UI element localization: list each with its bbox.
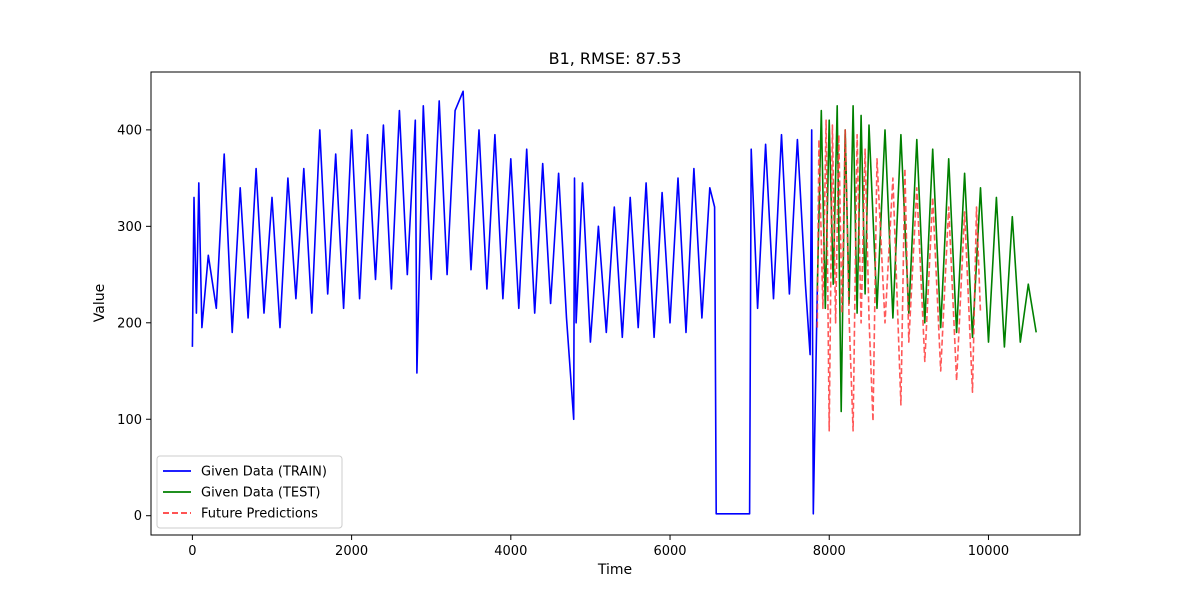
series-layer xyxy=(191,90,1037,515)
legend-label-2: Given Data (TEST) xyxy=(201,486,320,501)
legend: Given Data (TRAIN) Given Data (TEST) Futur… xyxy=(156,455,343,529)
legend-label-3: Future Predictions xyxy=(201,507,318,522)
x-tick-label: 2000 xyxy=(335,544,368,559)
y-tick-label: 0 xyxy=(134,509,142,524)
y-tick-label: 200 xyxy=(117,316,142,331)
chart-title: B1, RMSE: 87.53 xyxy=(549,49,682,68)
x-tick-label: 0 xyxy=(188,544,196,559)
series-line-3 xyxy=(816,119,982,432)
ticks-layer: 0 2000 4000 6000 8000 10000 0 100 200 300 400 xyxy=(117,123,1009,559)
y-tick-label: 300 xyxy=(117,220,142,235)
x-tick-label: 10000 xyxy=(968,544,1009,559)
y-tick-label: 100 xyxy=(117,413,142,428)
x-tick-label: 6000 xyxy=(653,544,686,559)
x-axis-label: Time xyxy=(597,562,632,578)
x-tick-label: 4000 xyxy=(494,544,527,559)
x-tick-label: 8000 xyxy=(813,544,846,559)
legend-label-1: Given Data (TRAIN) xyxy=(201,465,327,480)
series-line-2 xyxy=(816,105,1037,413)
plot-frame xyxy=(150,71,1081,536)
y-tick-label: 400 xyxy=(117,123,142,138)
y-axis-label: Value xyxy=(92,284,108,322)
legend-box xyxy=(156,455,343,529)
legend-items: Given Data (TRAIN) Given Data (TEST) Futur… xyxy=(163,465,327,522)
series-line-1 xyxy=(191,90,819,515)
